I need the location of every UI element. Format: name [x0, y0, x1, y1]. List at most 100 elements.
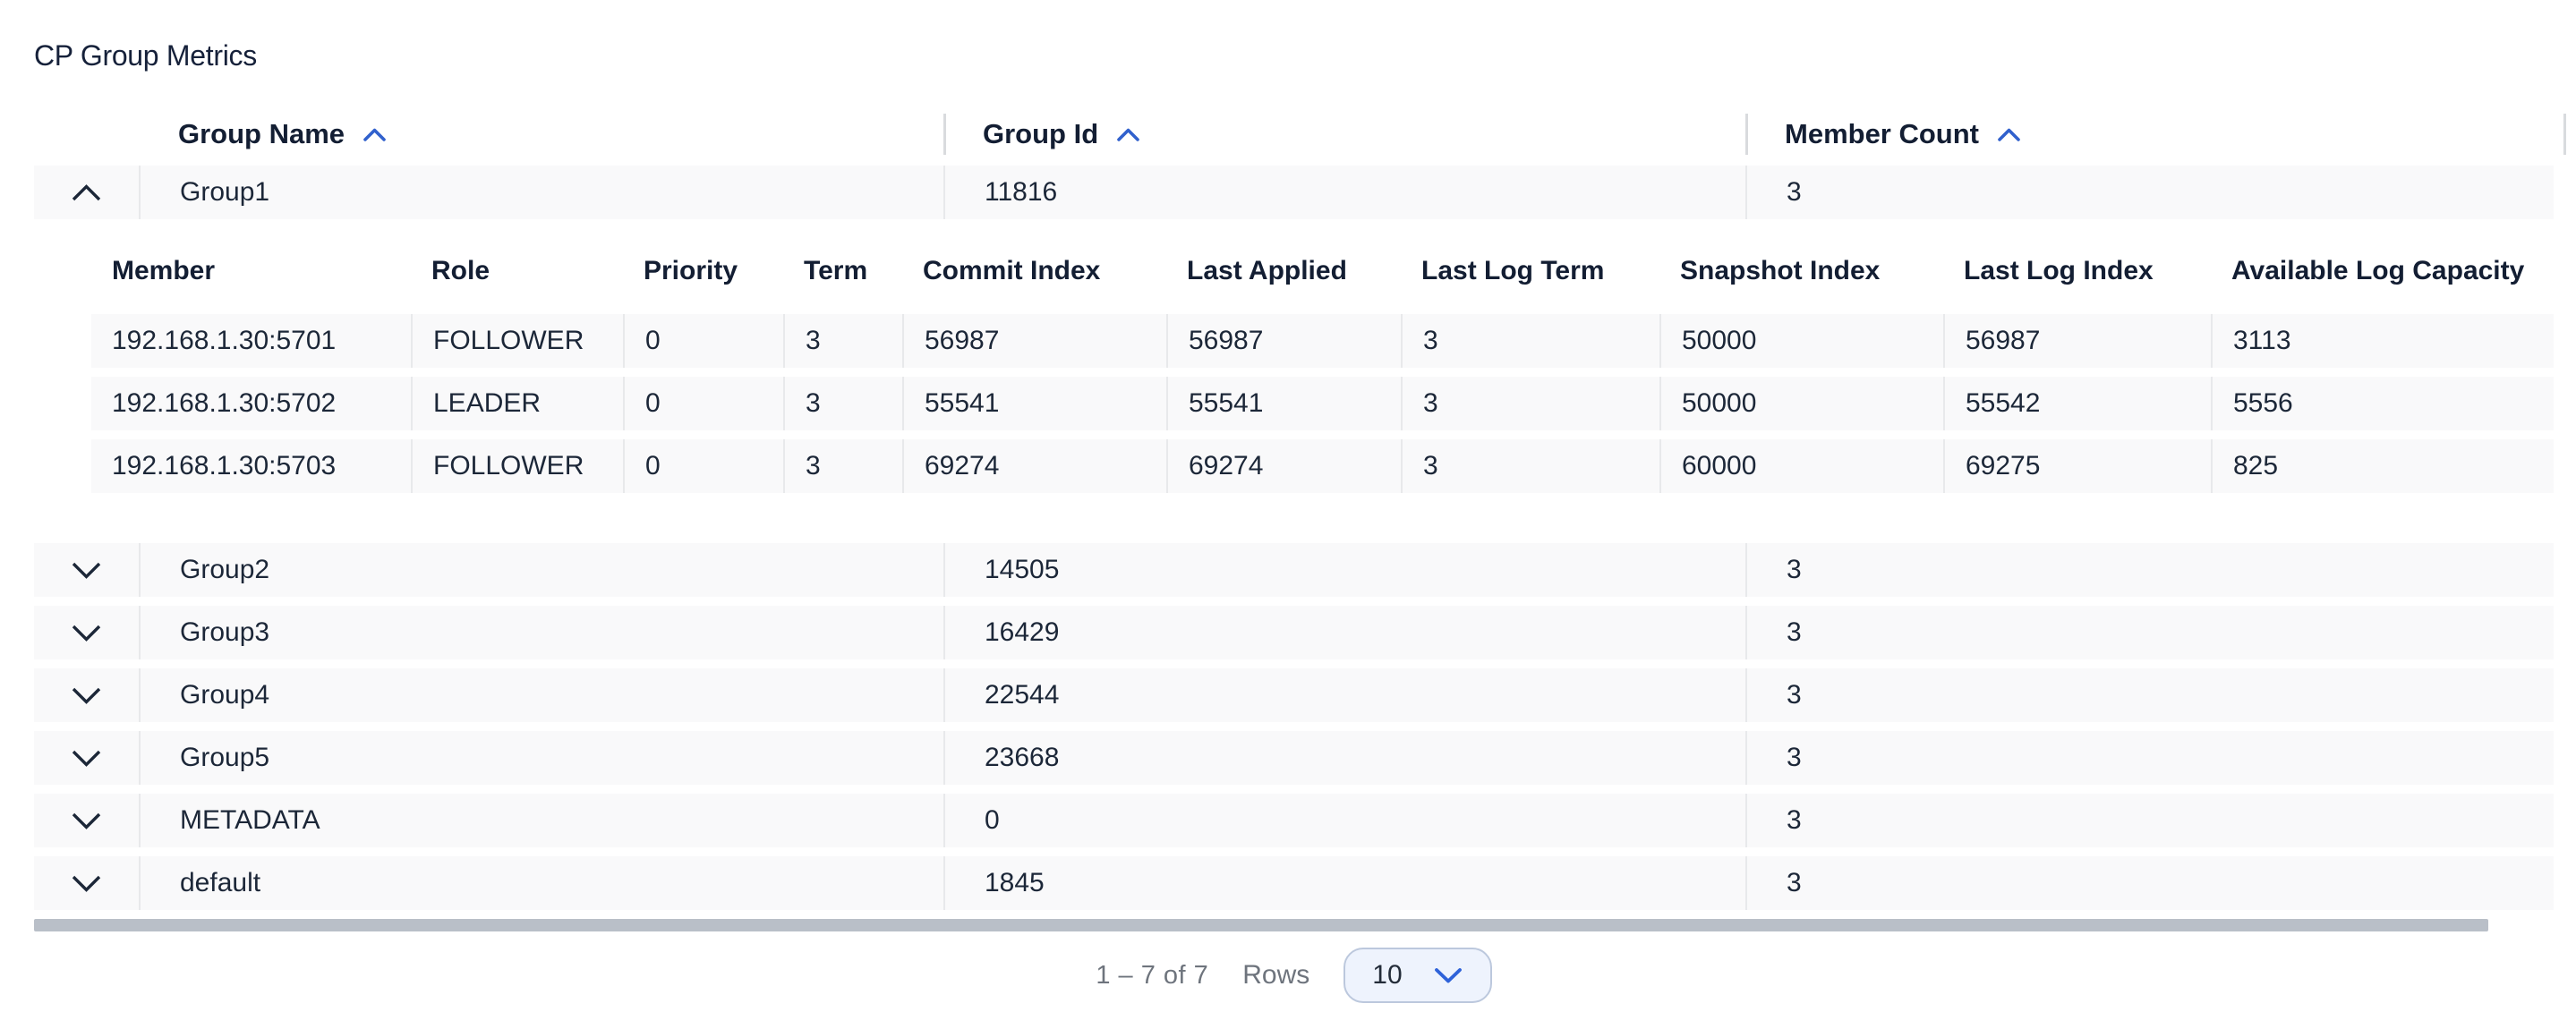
group-name-cell: default	[139, 856, 943, 910]
member-count-cell: 3	[1745, 166, 2554, 219]
chevron-down-icon	[70, 873, 103, 894]
member-row: 192.168.1.30:5702 LEADER 0 3 55541 55541…	[91, 377, 2554, 430]
group-name-cell: METADATA	[139, 794, 943, 847]
member-address-cell: 192.168.1.30:5702	[112, 388, 337, 418]
cp-groups-table: Group Name Group Id	[34, 103, 2576, 910]
member-column-header: Last Applied	[1187, 256, 1347, 285]
member-address-cell: 192.168.1.30:5701	[112, 326, 337, 355]
expand-row-button[interactable]	[34, 668, 139, 722]
collapse-row-button[interactable]	[34, 166, 139, 219]
commit-index-cell: 56987	[902, 314, 1166, 368]
member-address-cell: 192.168.1.30:5703	[112, 451, 337, 480]
collapsed-group-rows: Group2 14505 3 Group3 16429 3	[34, 543, 2576, 910]
group-name-cell: Group4	[139, 668, 943, 722]
column-header[interactable]: Member Count	[1745, 118, 2554, 150]
chevron-down-icon	[70, 685, 103, 706]
member-column-header: Role	[431, 256, 490, 285]
term-cell: 3	[783, 314, 902, 368]
group-name-cell: Group2	[139, 543, 943, 597]
member-count-cell: 3	[1745, 856, 2554, 910]
member-row: 192.168.1.30:5701 FOLLOWER 0 3 56987 569…	[91, 314, 2554, 368]
expand-row-button[interactable]	[34, 794, 139, 847]
group-id-cell: 23668	[943, 731, 1745, 785]
snapshot-index-cell: 50000	[1659, 377, 1943, 430]
group-id-cell: 1845	[943, 856, 1745, 910]
group-id-cell: 16429	[943, 606, 1745, 659]
horizontal-scrollbar[interactable]	[34, 919, 2488, 931]
commit-index-cell: 69274	[902, 439, 1166, 493]
member-column-header: Commit Index	[923, 256, 1101, 285]
role-cell: FOLLOWER	[411, 314, 623, 368]
member-count-cell: 3	[1745, 794, 2554, 847]
available-log-capacity-cell: 5556	[2211, 377, 2554, 430]
group-id-cell: 22544	[943, 668, 1745, 722]
expand-row-button[interactable]	[34, 856, 139, 910]
available-log-capacity-cell: 825	[2211, 439, 2554, 493]
rows-per-page-select[interactable]: 10	[1343, 948, 1492, 1003]
member-count-cell: 3	[1745, 668, 2554, 722]
last-log-term-cell: 3	[1401, 314, 1659, 368]
cp-groups-table-header: Group Name Group Id	[34, 103, 2554, 166]
snapshot-index-cell: 50000	[1659, 314, 1943, 368]
member-count-cell: 3	[1745, 543, 2554, 597]
member-count-cell: 3	[1745, 606, 2554, 659]
member-column-header: Priority	[644, 256, 738, 285]
term-cell: 3	[783, 439, 902, 493]
rows-per-page-value: 10	[1372, 960, 1403, 990]
group-id-cell: 0	[943, 794, 1745, 847]
group-name-cell: Group3	[139, 606, 943, 659]
last-log-term-cell: 3	[1401, 377, 1659, 430]
group-row[interactable]: Group5 23668 3	[34, 731, 2554, 785]
member-column-header: Snapshot Index	[1680, 256, 1881, 285]
member-table-header: Member Role Priority Term Commit Index L…	[91, 228, 2554, 314]
group-row[interactable]: default 1845 3	[34, 856, 2554, 910]
snapshot-index-cell: 60000	[1659, 439, 1943, 493]
page-title: CP Group Metrics	[34, 39, 257, 72]
group-row[interactable]: METADATA 0 3	[34, 794, 2554, 847]
member-row: 192.168.1.30:5703 FOLLOWER 0 3 69274 692…	[91, 439, 2554, 493]
sort-ascending-icon[interactable]	[363, 127, 387, 142]
column-header-label: Group Id	[983, 118, 1099, 149]
pagination-range-label: 1 – 7 of 7	[1096, 960, 1209, 990]
last-log-index-cell: 55542	[1943, 377, 2211, 430]
group-name-cell: Group1	[139, 166, 943, 219]
column-header[interactable]: Group Name	[139, 118, 943, 150]
last-applied-cell: 55541	[1166, 377, 1401, 430]
member-detail-table: Member Role Priority Term Commit Index L…	[91, 228, 2554, 493]
chevron-down-icon	[70, 811, 103, 831]
member-column-header: Last Log Index	[1964, 256, 2154, 285]
member-column-header: Term	[804, 256, 868, 285]
member-column-header: Last Log Term	[1421, 256, 1605, 285]
expand-row-button[interactable]	[34, 731, 139, 785]
last-applied-cell: 69274	[1166, 439, 1401, 493]
priority-cell: 0	[623, 377, 783, 430]
sort-ascending-icon[interactable]	[1997, 127, 2021, 142]
group-row[interactable]: Group4 22544 3	[34, 668, 2554, 722]
chevron-down-icon	[70, 560, 103, 581]
role-cell: LEADER	[411, 377, 623, 430]
available-log-capacity-cell: 3113	[2211, 314, 2554, 368]
chevron-down-icon	[70, 748, 103, 769]
sort-ascending-icon[interactable]	[1116, 127, 1140, 142]
column-header-label: Group Name	[178, 118, 345, 149]
group-id-cell: 14505	[943, 543, 1745, 597]
pagination-bar: 1 – 7 of 7 Rows 10	[34, 948, 2554, 1003]
column-header-label: Member Count	[1785, 118, 1979, 149]
last-log-index-cell: 69275	[1943, 439, 2211, 493]
member-column-header: Member	[112, 256, 216, 285]
group-id-cell: 11816	[943, 166, 1745, 219]
last-applied-cell: 56987	[1166, 314, 1401, 368]
expand-row-button[interactable]	[34, 543, 139, 597]
expand-row-button[interactable]	[34, 606, 139, 659]
chevron-up-icon	[70, 183, 103, 203]
column-header[interactable]: Group Id	[943, 118, 1745, 150]
chevron-down-icon	[1433, 966, 1463, 985]
group-row[interactable]: Group2 14505 3	[34, 543, 2554, 597]
member-column-header: Available Log Capacity	[2231, 256, 2525, 285]
group-row-expanded[interactable]: Group1 11816 3	[34, 166, 2554, 219]
role-cell: FOLLOWER	[411, 439, 623, 493]
member-count-cell: 3	[1745, 731, 2554, 785]
rows-per-page-label: Rows	[1242, 960, 1310, 990]
group-row[interactable]: Group3 16429 3	[34, 606, 2554, 659]
